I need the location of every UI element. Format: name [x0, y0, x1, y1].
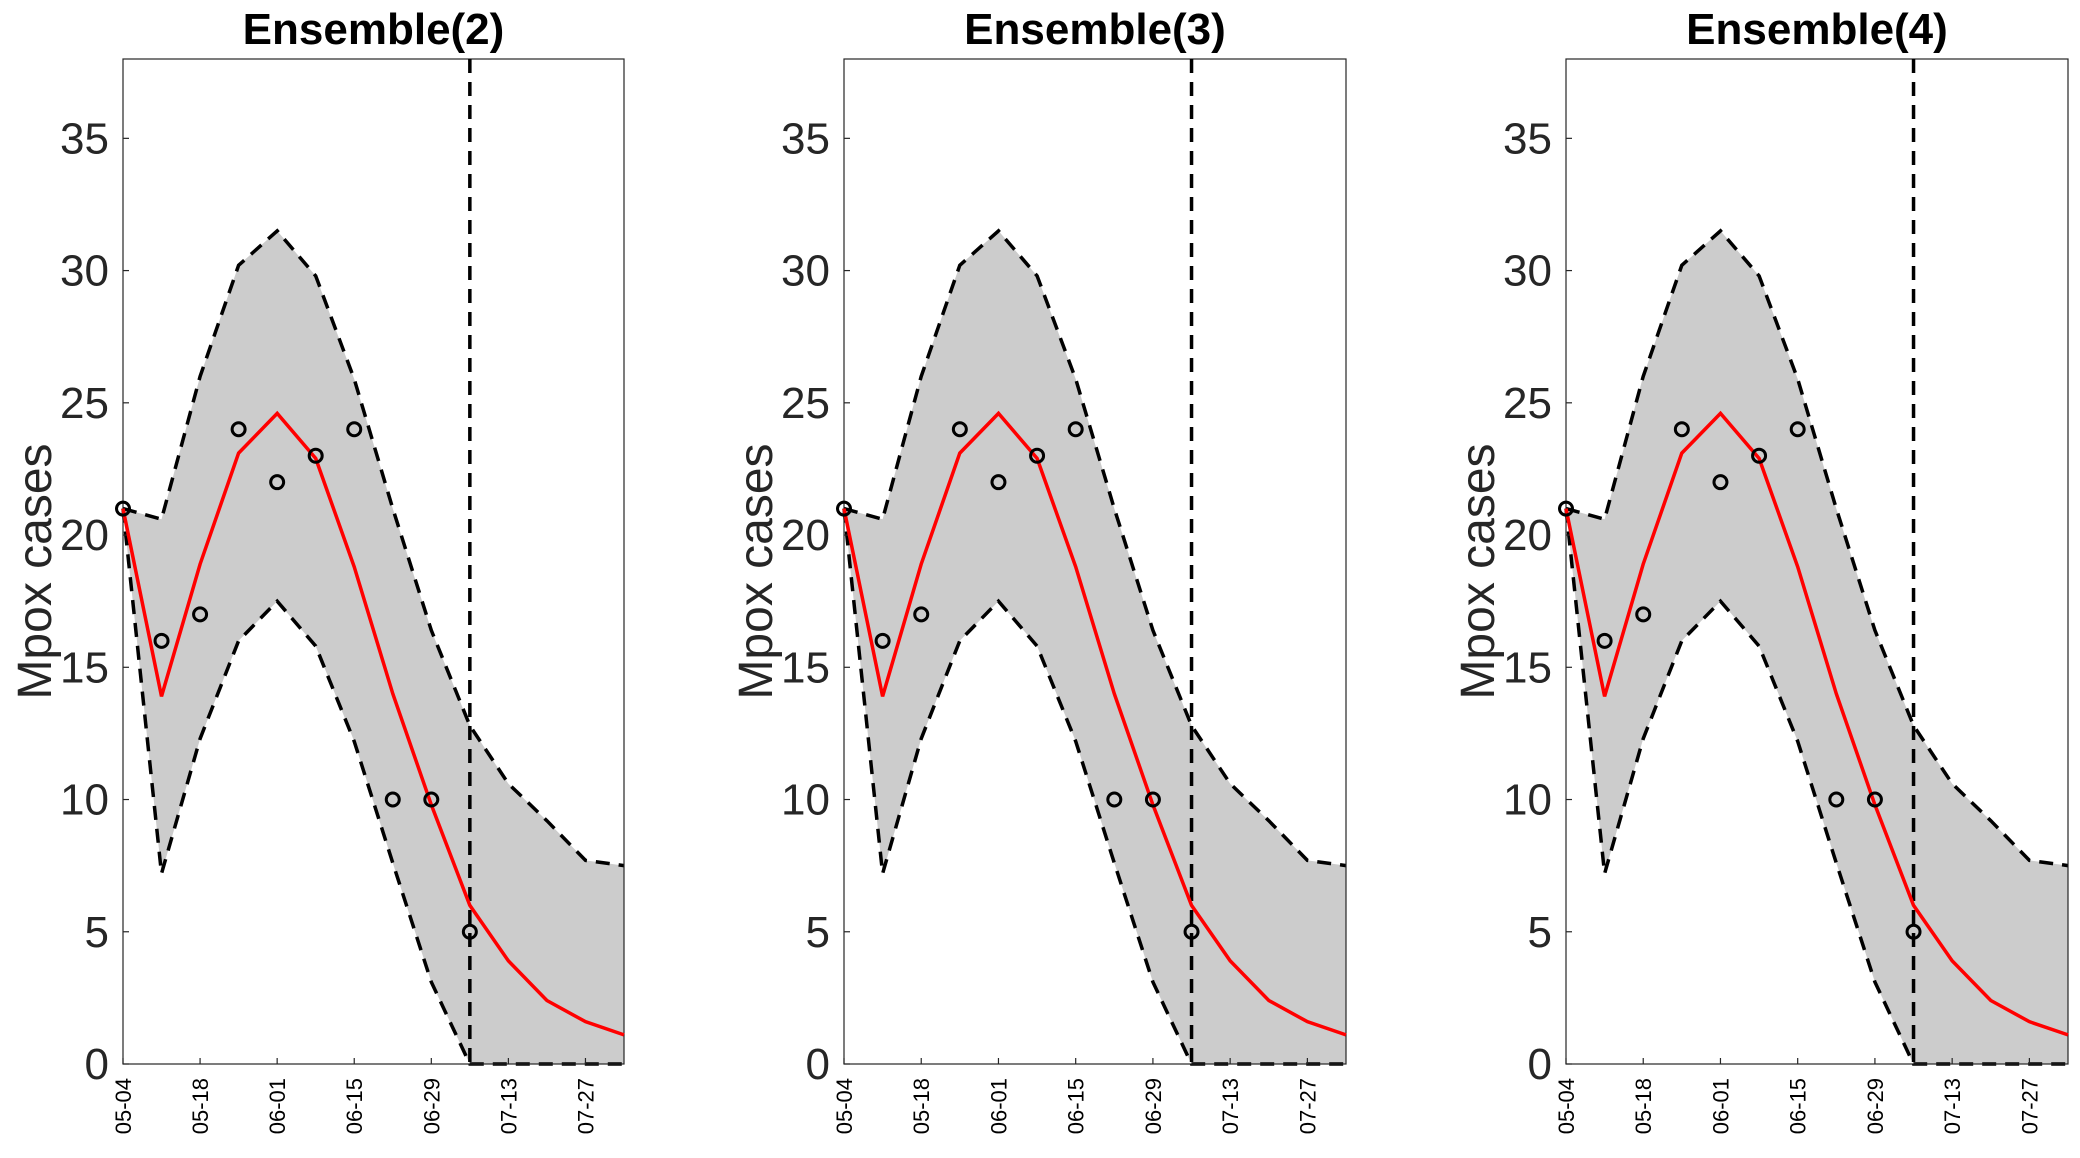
axes-frame	[843, 58, 1347, 1065]
y-tick-label: 35	[781, 114, 830, 163]
y-tick-label: 0	[85, 1040, 109, 1089]
chart-title: Ensemble(2)	[243, 5, 505, 54]
observed-point	[1828, 791, 1845, 808]
observed-point	[1558, 500, 1574, 517]
y-axis-label: Mpox cases	[730, 443, 783, 699]
upper-bound-line	[122, 228, 625, 868]
y-tick-label: 5	[1528, 908, 1552, 957]
observed-point	[951, 421, 968, 438]
upper-bound-line	[1565, 228, 2069, 868]
observed-point	[346, 421, 363, 438]
chart-title: Ensemble(4)	[1686, 5, 1948, 54]
y-tick-label: 30	[781, 247, 830, 296]
y-tick-label: 15	[60, 643, 109, 692]
x-tick-label: 07-27	[2017, 1078, 2042, 1134]
observed-point	[1106, 791, 1123, 808]
y-tick-label: 0	[1528, 1040, 1552, 1089]
observed-point	[874, 632, 891, 649]
x-tick-label: 06-01	[265, 1078, 290, 1134]
observed-point	[230, 421, 247, 438]
y-tick-label: 20	[60, 511, 109, 560]
observed-point	[192, 606, 209, 623]
x-tick-label: 06-15	[1064, 1078, 1089, 1134]
chart-panel-2: 0 5 10 15 20 25 30 35 05-04 05-18 06-01 06-15 06-29 0…	[9, 5, 625, 1134]
x-tick-label: 05-18	[909, 1078, 934, 1134]
observed-point	[1866, 791, 1883, 808]
x-tick-label: 06-15	[1786, 1078, 1811, 1134]
observed-point	[1596, 632, 1613, 649]
x-tick-label: 07-13	[496, 1078, 521, 1134]
x-tick-label: 05-04	[832, 1078, 857, 1134]
chart-title: Ensemble(3)	[964, 5, 1226, 54]
y-axis-label: Mpox cases	[9, 443, 62, 699]
chart-panel-3: 0 5 10 15 20 25 30 35 05-04 05-18 06-01 06-15 06-29 0…	[730, 5, 1347, 1134]
x-tick-label: 07-13	[1940, 1078, 1965, 1134]
y-axis-label: Mpox cases	[1452, 443, 1505, 699]
observed-point	[1712, 474, 1729, 491]
observed-point	[836, 500, 852, 517]
y-tick-label: 25	[781, 379, 830, 428]
x-tick-label: 05-04	[111, 1078, 136, 1134]
observed-point	[1029, 447, 1046, 464]
upper-bound-line	[843, 228, 1347, 868]
x-tick-label: 07-13	[1218, 1078, 1243, 1134]
y-tick-label: 25	[1503, 379, 1552, 428]
observed-point	[269, 474, 286, 491]
y-tick-label: 15	[781, 643, 830, 692]
x-tick-label: 06-29	[419, 1078, 444, 1134]
observed-point	[153, 632, 170, 649]
observed-point	[990, 474, 1007, 491]
axes-frame	[1565, 58, 2069, 1065]
uncertainty-band	[123, 230, 624, 1064]
observed-point	[1144, 791, 1161, 808]
observed-point	[1183, 923, 1200, 940]
x-tick-label: 07-27	[573, 1078, 598, 1134]
axes-frame	[122, 58, 625, 1065]
x-tick-label: 05-04	[1554, 1078, 1579, 1134]
y-tick-label: 35	[1503, 114, 1552, 163]
observed-point	[1905, 923, 1922, 940]
observed-point	[384, 791, 401, 808]
fit-line	[121, 410, 625, 1037]
y-tick-label: 25	[60, 379, 109, 428]
fit-line	[1564, 410, 2069, 1037]
y-tick-label: 5	[85, 908, 109, 957]
uncertainty-band	[844, 230, 1346, 1064]
x-tick-label: 06-01	[986, 1078, 1011, 1134]
y-tick-label: 10	[60, 776, 109, 825]
y-tick-label: 5	[806, 908, 830, 957]
y-tick-label: 35	[60, 114, 109, 163]
x-tick-label: 06-29	[1863, 1078, 1888, 1134]
observed-point	[423, 791, 440, 808]
observed-point	[1673, 421, 1690, 438]
fit-line	[842, 410, 1347, 1037]
y-tick-label: 10	[1503, 776, 1552, 825]
observed-point	[307, 447, 324, 464]
x-tick-label: 06-01	[1708, 1078, 1733, 1134]
y-tick-label: 20	[1503, 511, 1552, 560]
y-tick-label: 10	[781, 776, 830, 825]
observed-point	[1067, 421, 1084, 438]
x-tick-label: 07-27	[1295, 1078, 1320, 1134]
uncertainty-band	[1566, 230, 2068, 1064]
observed-point	[913, 606, 930, 623]
x-tick-label: 06-15	[342, 1078, 367, 1134]
x-tick-label: 06-29	[1141, 1078, 1166, 1134]
chart-panel-4: 0 5 10 15 20 25 30 35 05-04 05-18 06-01 06-15 06-29 0…	[1452, 5, 2069, 1134]
y-tick-label: 0	[806, 1040, 830, 1089]
observed-point	[1635, 606, 1652, 623]
observed-point	[1789, 421, 1806, 438]
y-tick-label: 20	[781, 511, 830, 560]
y-tick-label: 30	[60, 247, 109, 296]
x-tick-label: 05-18	[1631, 1078, 1656, 1134]
observed-point	[461, 923, 478, 940]
y-tick-label: 15	[1503, 643, 1552, 692]
x-tick-label: 05-18	[188, 1078, 213, 1134]
observed-point	[1751, 447, 1768, 464]
observed-point	[115, 500, 131, 517]
y-tick-label: 30	[1503, 247, 1552, 296]
